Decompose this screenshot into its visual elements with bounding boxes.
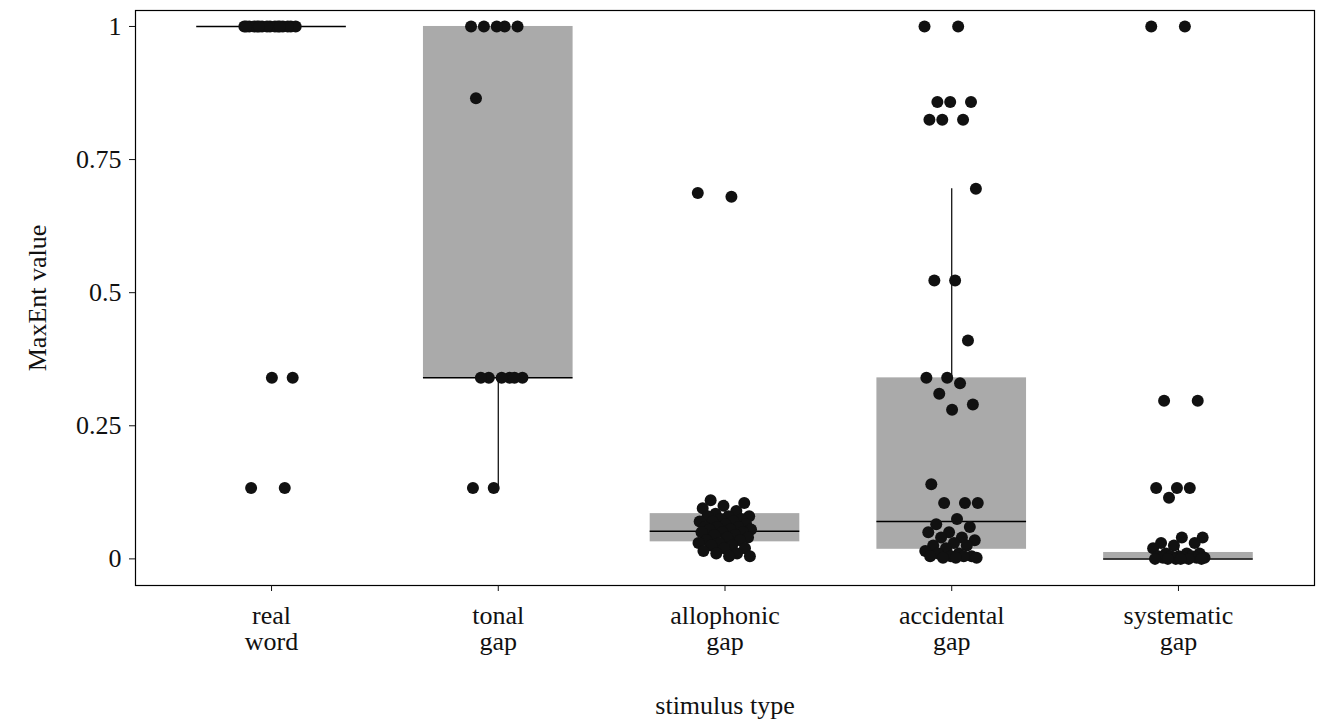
svg-text:0.25: 0.25	[76, 411, 122, 440]
svg-text:tonalgap: tonalgap	[472, 601, 524, 656]
svg-text:MaxEnt value: MaxEnt value	[23, 225, 52, 372]
svg-text:0.5: 0.5	[89, 278, 122, 307]
svg-text:stimulus type: stimulus type	[655, 691, 794, 720]
svg-text:0: 0	[109, 544, 122, 573]
svg-text:systematicgap: systematicgap	[1124, 601, 1234, 656]
svg-text:1: 1	[109, 12, 122, 41]
svg-text:0.75: 0.75	[76, 145, 122, 174]
svg-text:allophonicgap: allophonicgap	[670, 601, 780, 656]
svg-text:accidentalgap: accidentalgap	[899, 601, 1004, 656]
svg-text:realword: realword	[245, 601, 298, 656]
